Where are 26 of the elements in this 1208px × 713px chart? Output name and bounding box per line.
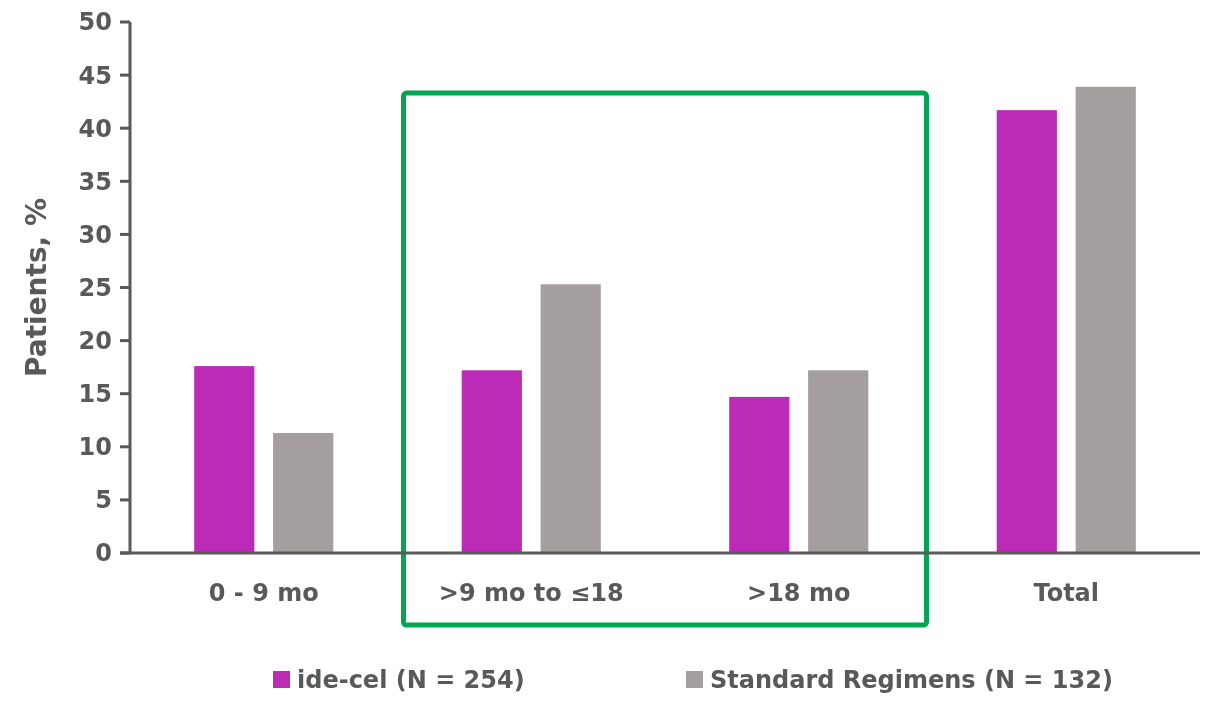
legend-label: Standard Regimens (N = 132) <box>710 666 1113 694</box>
bar <box>194 366 255 553</box>
bar <box>273 432 334 553</box>
y-tick-label: 15 <box>78 380 112 409</box>
bar <box>729 396 790 553</box>
x-tick-label: >9 mo to ≤18 <box>438 579 624 607</box>
y-tick-label: 35 <box>78 167 112 196</box>
y-tick-label: 0 <box>95 539 112 568</box>
x-tick-label: 0 - 9 mo <box>208 579 319 607</box>
bar <box>996 110 1057 553</box>
y-tick-label: 50 <box>78 8 112 37</box>
legend-label: ide-cel (N = 254) <box>297 666 525 694</box>
y-tick-label: 25 <box>78 273 112 302</box>
y-axis-title: Patients, % <box>20 197 53 378</box>
bar <box>808 370 869 553</box>
y-tick-label: 20 <box>78 327 112 355</box>
y-tick-label: 30 <box>78 220 112 249</box>
y-tick-label: 5 <box>95 486 112 515</box>
y-tick-label: 10 <box>78 433 112 462</box>
bar <box>461 370 522 553</box>
x-tick-label: Total <box>1033 579 1100 607</box>
y-tick-label: 45 <box>78 61 112 90</box>
x-tick-label: >18 mo <box>747 579 851 607</box>
bar <box>1075 86 1136 553</box>
bar <box>540 284 601 553</box>
y-tick-label: 40 <box>78 114 112 143</box>
